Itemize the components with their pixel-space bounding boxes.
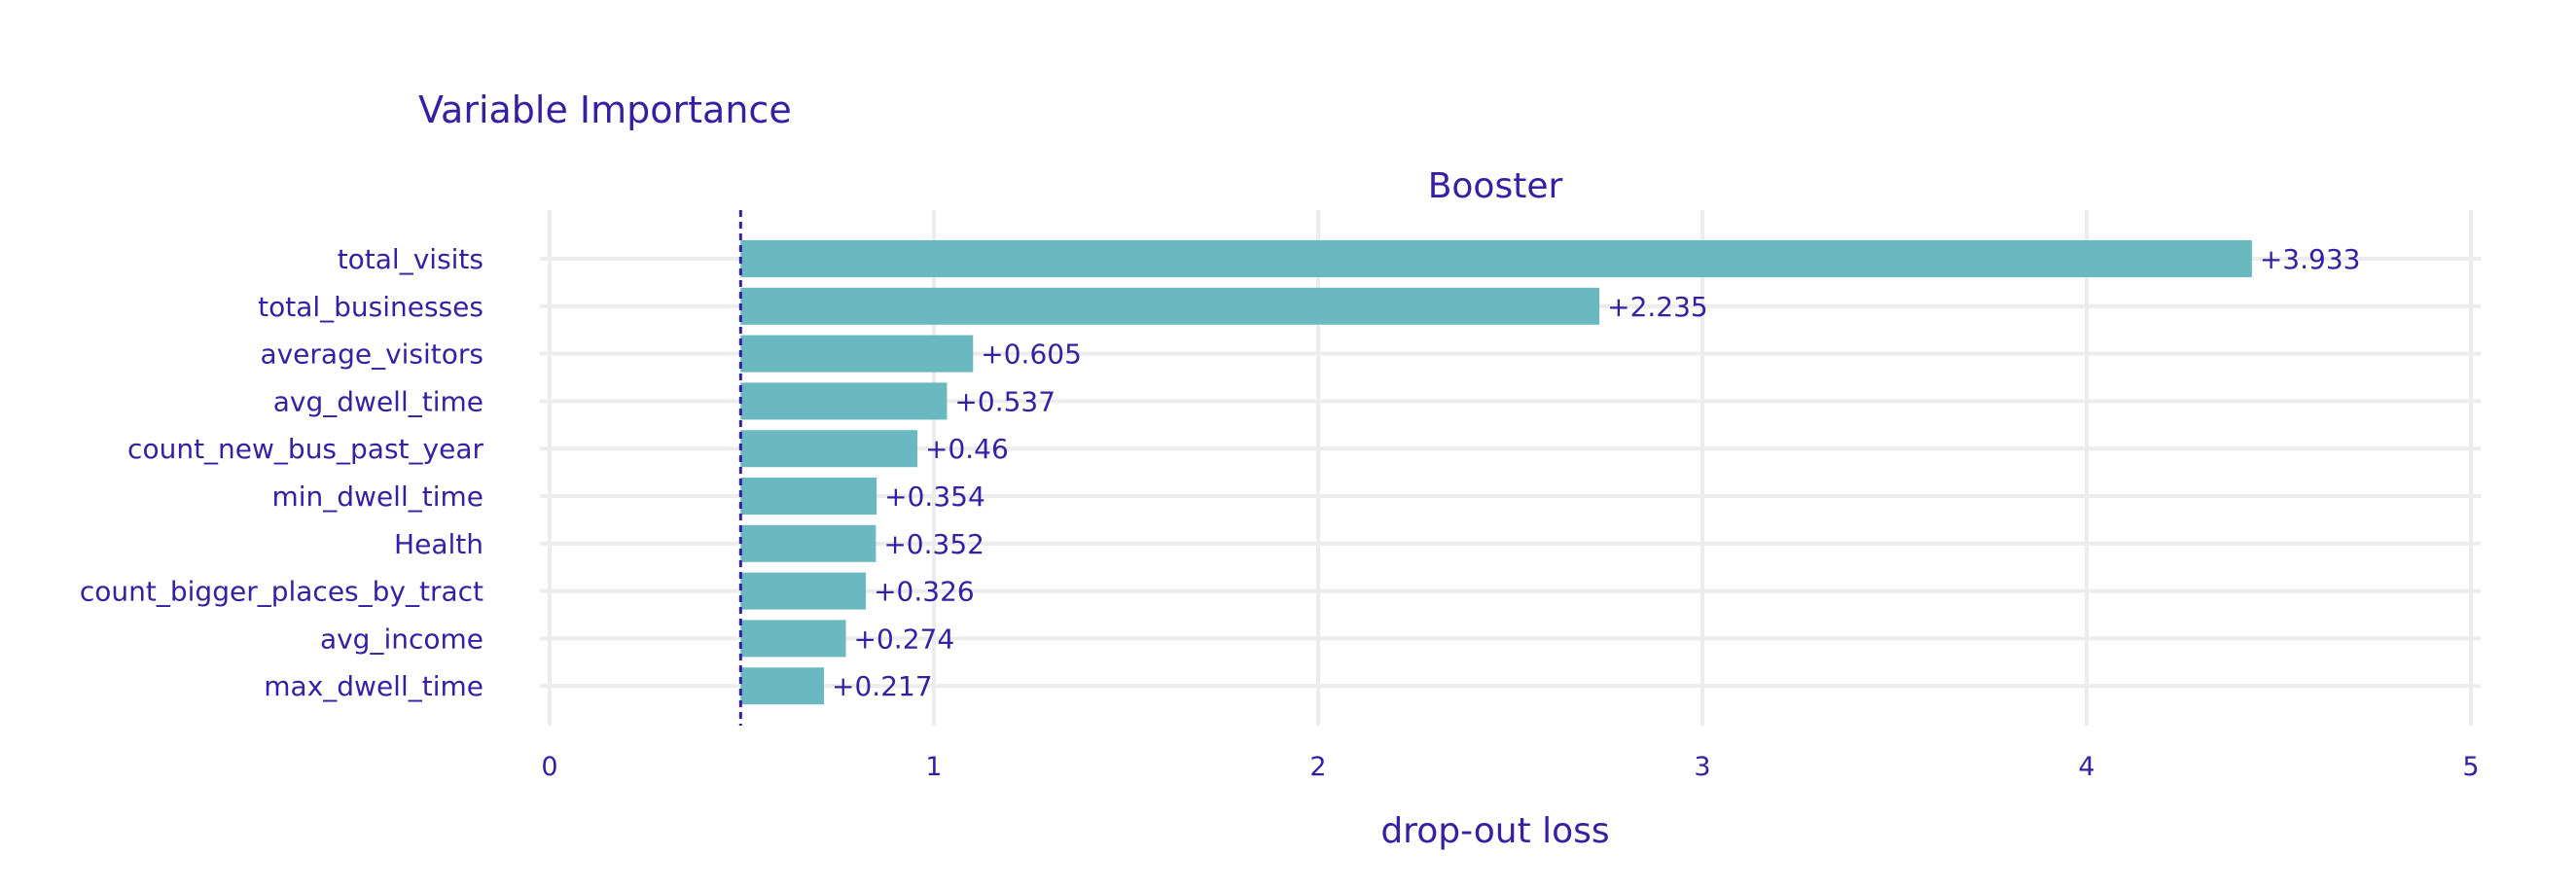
bar [740,572,867,610]
value-label: +3.933 [2260,243,2361,275]
x-tick-label: 4 [2078,752,2094,782]
value-label: +0.326 [874,576,975,608]
value-label: +0.46 [925,433,1009,465]
x-tick-label: 2 [1309,752,1326,782]
bar [740,382,948,420]
bar [740,478,877,515]
category-label: total_visits [338,243,483,275]
category-label: count_new_bus_past_year [127,433,483,465]
bar [740,430,918,468]
category-label: max_dwell_time [264,670,483,702]
category-label: avg_income [320,623,483,655]
value-label: +0.605 [981,339,1082,371]
x-tick-label: 0 [541,752,557,782]
x-tick-label: 1 [925,752,942,782]
x-axis-title: drop-out loss [1380,811,1609,851]
value-label: +0.354 [884,481,985,513]
category-label: total_businesses [258,291,483,323]
bar [740,240,2252,277]
labels: 0 1 2 3 4 5 total_visits +3.933 total_businesses… [80,243,2480,782]
value-label: +2.235 [1607,291,1708,323]
facet-title: Booster [1428,166,1563,206]
bars [740,240,2252,705]
category-label: avg_dwell_time [273,385,483,417]
bar [740,667,825,705]
bar [740,524,877,562]
value-label: +0.217 [832,670,933,702]
bar [740,287,1600,325]
value-label: +0.274 [854,623,955,655]
category-label: min_dwell_time [271,481,483,513]
x-tick-label: 3 [1694,752,1710,782]
category-label: Health [394,528,483,560]
x-tick-label: 5 [2462,752,2479,782]
bar [740,335,974,373]
category-label: average_visitors [260,339,483,371]
value-label: +0.537 [954,385,1055,417]
bar [740,620,846,658]
value-label: +0.352 [883,528,984,560]
chart-title: Variable Importance [418,89,792,131]
category-label: count_bigger_places_by_tract [80,576,483,608]
